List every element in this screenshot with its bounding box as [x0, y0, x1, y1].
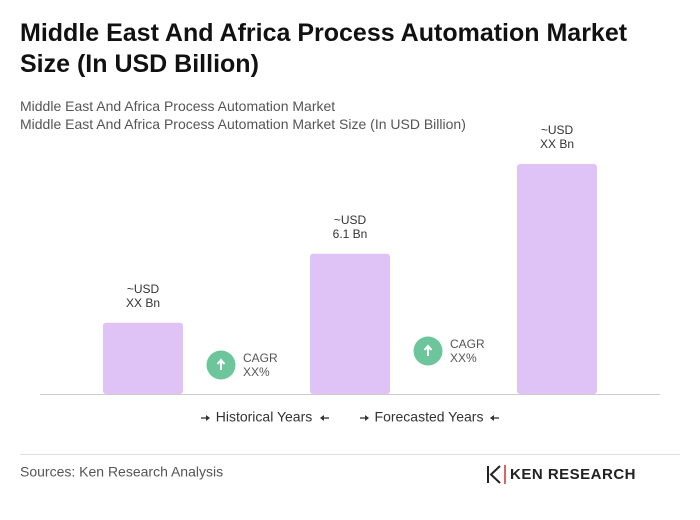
- cagr-label: CAGR: [243, 351, 278, 365]
- period-arrows: [201, 415, 499, 421]
- logo-icon: [487, 465, 506, 484]
- cagr-label: CAGR: [450, 337, 485, 351]
- value-label: ~USD: [127, 282, 160, 296]
- cagr-arrow: [216, 358, 226, 370]
- cagr-arrow: [423, 344, 433, 356]
- chart-title: Middle East And Africa Process Automatio…: [20, 19, 628, 78]
- value-label: XX Bn: [540, 137, 574, 151]
- subtitle: Middle East And Africa Process Automatio…: [20, 116, 466, 132]
- value-label: ~USD: [541, 123, 574, 137]
- cagr-label: XX%: [450, 351, 477, 365]
- value-label: 6.1 Bn: [333, 227, 368, 241]
- period-label: Historical Years: [216, 409, 313, 425]
- value-label: XX Bn: [126, 296, 160, 310]
- value-label: ~USD: [334, 213, 367, 227]
- bar: [517, 164, 597, 394]
- bar: [103, 322, 183, 394]
- subtitle: Middle East And Africa Process Automatio…: [20, 98, 336, 114]
- brand: KEN RESEARCH: [510, 466, 636, 483]
- bar: [310, 253, 390, 394]
- source: Sources: Ken Research Analysis: [20, 464, 223, 480]
- cagr-label: XX%: [243, 365, 270, 379]
- period-label: Forecasted Years: [375, 409, 484, 425]
